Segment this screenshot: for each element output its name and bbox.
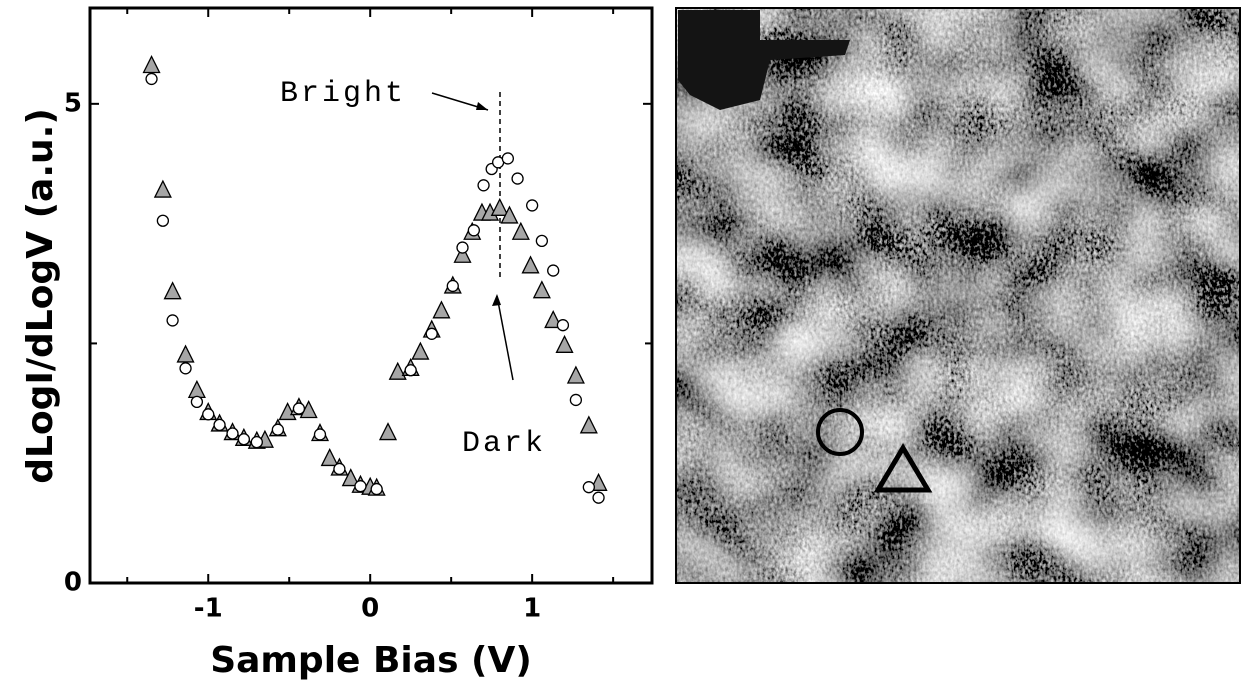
y-tick-label: 0 (64, 568, 82, 598)
circle-point (271, 423, 285, 436)
circle-point (404, 364, 417, 377)
triangle-point (579, 415, 598, 434)
circle-point (511, 172, 524, 185)
arrow (496, 295, 514, 381)
circle-point (547, 264, 560, 277)
triangle-point (432, 300, 451, 319)
triangle-point (453, 244, 472, 263)
circle-point (190, 395, 204, 409)
plot-points (142, 55, 608, 504)
y-axis-label: dLogI/dLogV (a.u.) (20, 108, 61, 484)
circle-point (592, 491, 605, 504)
circle-point (446, 279, 459, 293)
circle-point (313, 428, 327, 441)
circle-point (354, 480, 367, 493)
circle-point (156, 214, 170, 227)
circle-point (292, 402, 306, 415)
circle-point (250, 435, 263, 449)
x-axis-label: Sample Bias (V) (210, 640, 532, 681)
triangle-point (411, 341, 430, 360)
circle-point (569, 393, 583, 407)
circle-point (179, 362, 192, 375)
triangle-point (378, 422, 398, 441)
circle-point (582, 481, 595, 494)
x-tick-label: 1 (523, 594, 541, 624)
circle-point (145, 72, 158, 86)
triangle-point (142, 55, 161, 74)
triangle-point (566, 365, 585, 384)
triangle-marker (873, 443, 933, 493)
circle-point (370, 482, 383, 496)
circle-point (213, 418, 226, 432)
triangle-point (278, 401, 297, 421)
stm-image (675, 7, 1241, 584)
circle-point (525, 199, 539, 212)
circle-point (166, 314, 179, 327)
triangle-point (153, 179, 172, 198)
circle-point (202, 408, 215, 421)
triangle-point (532, 280, 551, 299)
annotations: Bright Dark (280, 77, 546, 461)
circle-point (237, 433, 251, 446)
triangle-point (521, 255, 540, 274)
y-tick-label: 5 (64, 88, 82, 118)
circle-point (425, 327, 438, 340)
circle-point (467, 224, 480, 237)
triangle-point (555, 334, 574, 353)
triangle-point (490, 197, 509, 216)
circle-point (226, 427, 239, 440)
triangle-point (320, 447, 339, 467)
triangle-point (500, 205, 519, 224)
x-tick-label: -1 (194, 594, 223, 624)
triangle-point (388, 361, 407, 380)
triangle-point (176, 344, 195, 363)
circle-point (333, 462, 346, 476)
circle-point (477, 179, 490, 192)
circle-point (556, 319, 570, 332)
arrow-head (492, 294, 501, 306)
circle-point (501, 152, 515, 165)
x-tick-label: 0 (361, 594, 379, 624)
triangle-point (187, 379, 206, 399)
triangle-point (511, 221, 530, 240)
triangle-point (163, 281, 182, 300)
arrow-head (476, 102, 488, 110)
circle-point (456, 241, 469, 254)
annotation: Dark (462, 427, 546, 461)
annotation: Bright (280, 77, 406, 111)
circle-marker (816, 408, 864, 456)
circle-point (535, 234, 549, 248)
triangle-point (341, 468, 360, 487)
